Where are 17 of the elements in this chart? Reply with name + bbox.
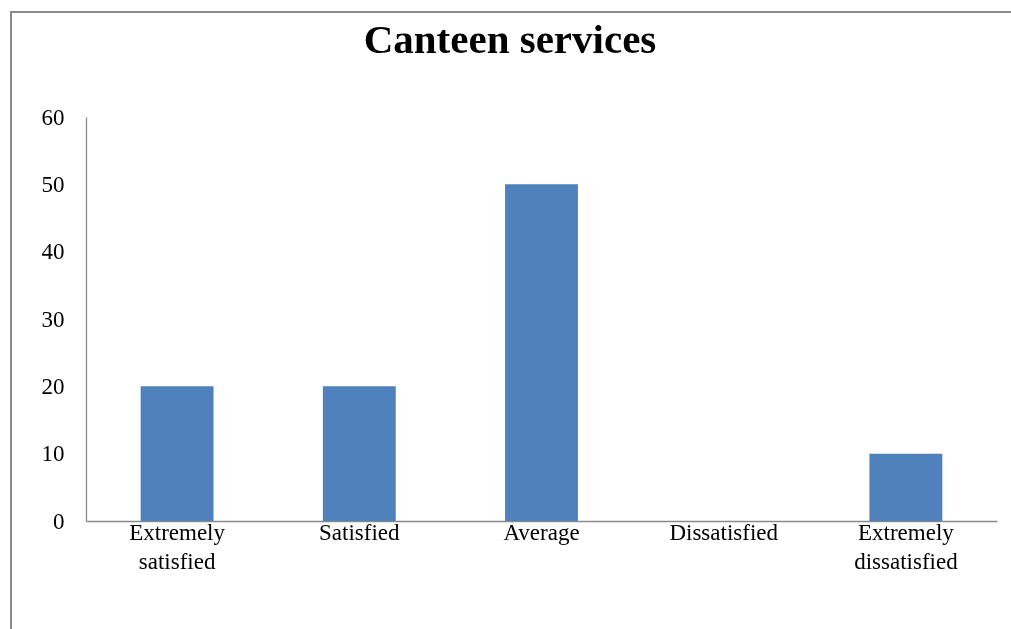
x-tick-label: Satisfied xyxy=(319,519,401,545)
bar xyxy=(869,453,943,521)
y-tick-label: 30 xyxy=(41,306,65,332)
y-tick-label: 0 xyxy=(53,508,65,534)
bar xyxy=(140,386,214,521)
y-tick-label: 50 xyxy=(41,171,65,197)
x-tick-label: Extremely satisfied xyxy=(129,519,226,574)
y-tick-label: 60 xyxy=(41,104,65,130)
x-tick-label: Dissatisfied xyxy=(669,519,779,545)
y-tick-label: 10 xyxy=(41,441,65,467)
bar xyxy=(505,184,578,521)
chart-title: Canteen services xyxy=(363,16,657,62)
y-tick-label: 40 xyxy=(41,239,65,265)
bar xyxy=(322,386,396,521)
x-tick-label: Extremely dissatisfied xyxy=(854,519,959,574)
x-tick-label: Average xyxy=(503,519,580,545)
y-tick-label: 20 xyxy=(41,373,65,399)
